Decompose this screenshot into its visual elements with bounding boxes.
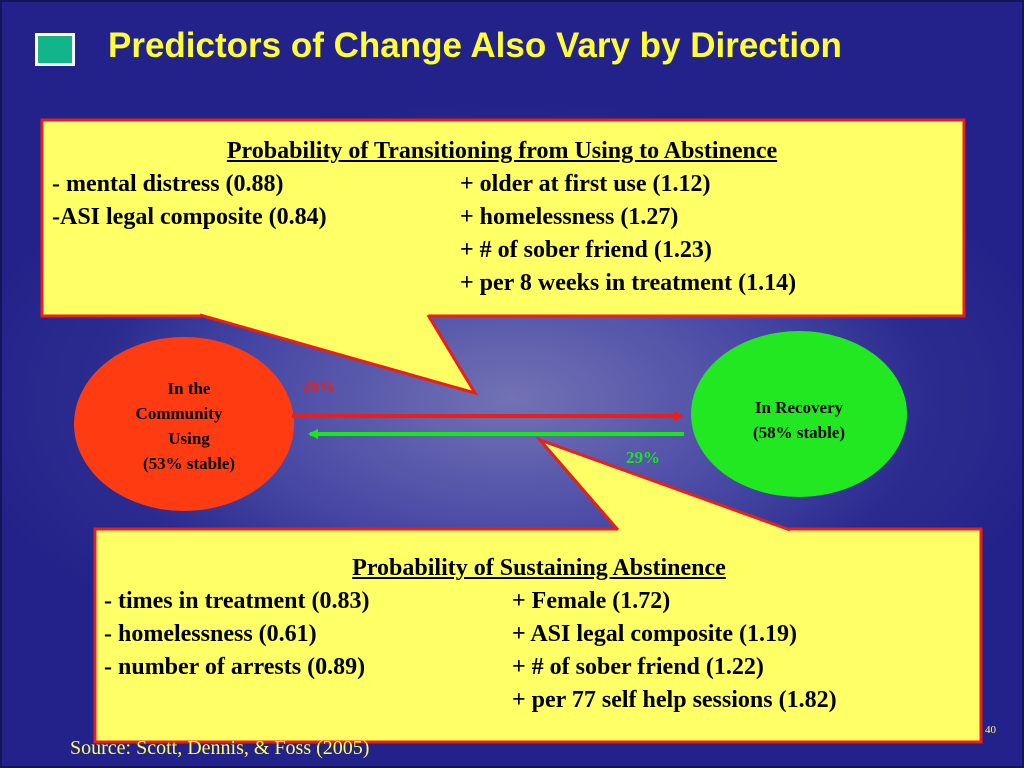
negative-predictor xyxy=(52,267,460,300)
using-node-line: (53% stable) xyxy=(142,454,236,473)
using-node xyxy=(74,337,294,511)
sustain-callout xyxy=(93,436,983,744)
predictor-row: + # of sober friend (1.23) xyxy=(52,234,952,267)
positive-predictor: + homelessness (1.27) xyxy=(460,204,679,230)
positive-predictor: + per 8 weeks in treatment (1.14) xyxy=(460,270,797,296)
sustain-heading: Probability of Sustaining Abstinence xyxy=(352,555,726,581)
negative-predictor: -ASI legal composite (0.84) xyxy=(52,204,327,230)
using-node-line: Community xyxy=(135,404,223,423)
square-bullet-icon xyxy=(35,33,75,66)
negative-predictor: - homelessness (0.61) xyxy=(104,621,317,647)
predictor-row: - homelessness (0.61) + ASI legal compos… xyxy=(104,618,974,651)
to-using-percent: 29% xyxy=(626,448,660,467)
recovery-node-line: In Recovery xyxy=(754,398,844,417)
negative-predictor xyxy=(52,234,460,267)
negative-predictor: - mental distress (0.88) xyxy=(52,171,284,197)
using-node-line: In the xyxy=(167,379,211,398)
predictor-row: - number of arrests (0.89) + # of sober … xyxy=(104,651,974,684)
transition-box: Probability of Transitioning from Using … xyxy=(52,135,952,300)
positive-predictor: + per 77 self help sessions (1.82) xyxy=(512,687,837,713)
positive-predictor: + # of sober friend (1.22) xyxy=(512,654,764,680)
recovery-node-label: In Recovery (58% stable) xyxy=(719,395,879,445)
using-node-line: Using xyxy=(168,429,210,448)
recovery-node-line: (58% stable) xyxy=(752,423,846,442)
negative-predictor: - times in treatment (0.83) xyxy=(104,588,370,614)
negative-predictor xyxy=(104,684,512,717)
positive-predictor: + older at first use (1.12) xyxy=(460,171,711,197)
positive-predictor: + # of sober friend (1.23) xyxy=(460,237,712,263)
source-citation: Source: Scott, Dennis, & Foss (2005) xyxy=(70,737,370,759)
slide-title: Predictors of Change Also Vary by Direct… xyxy=(108,26,842,65)
predictor-row: - mental distress (0.88) + older at firs… xyxy=(52,168,952,201)
recovery-node xyxy=(691,331,907,497)
predictor-row: -ASI legal composite (0.84) + homelessne… xyxy=(52,201,952,234)
predictor-row: + per 8 weeks in treatment (1.14) xyxy=(52,267,952,300)
using-node-label: In the Community Using (53% stable) xyxy=(104,376,274,476)
positive-predictor: + Female (1.72) xyxy=(512,588,671,614)
transition-heading: Probability of Transitioning from Using … xyxy=(226,138,778,164)
slide-number: 40 xyxy=(985,724,996,736)
negative-predictor: - number of arrests (0.89) xyxy=(104,654,366,680)
positive-predictor: + ASI legal composite (1.19) xyxy=(512,621,797,647)
transition-callout xyxy=(40,118,966,396)
to-recovery-percent: 28% xyxy=(302,377,336,396)
predictor-row: + per 77 self help sessions (1.82) xyxy=(104,684,974,717)
predictor-row: - times in treatment (0.83) + Female (1.… xyxy=(104,585,974,618)
sustain-box: Probability of Sustaining Abstinence - t… xyxy=(104,552,974,717)
